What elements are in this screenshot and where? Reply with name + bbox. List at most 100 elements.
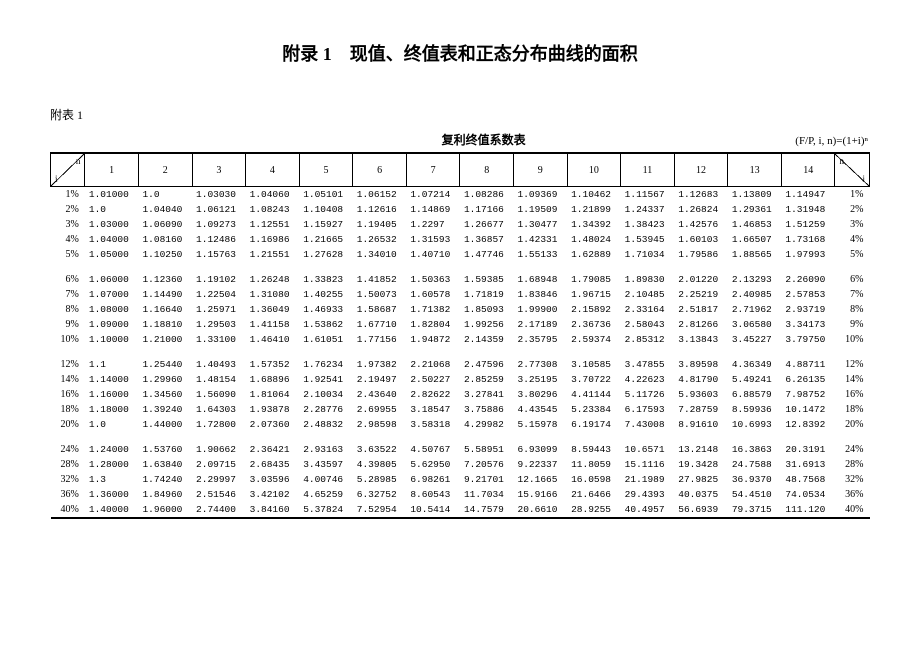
cell: 15.9166 <box>514 487 568 502</box>
cell: 2.82622 <box>406 387 460 402</box>
cell: 1.89830 <box>621 272 675 287</box>
cell: 1.53862 <box>299 317 353 332</box>
cell: 2.57853 <box>781 287 835 302</box>
cell: 4.50767 <box>406 442 460 457</box>
cell: 1.06121 <box>192 202 246 217</box>
cell: 2.14359 <box>460 332 514 347</box>
cell: 1.71819 <box>460 287 514 302</box>
cell: 1.38423 <box>621 217 675 232</box>
cell: 1.03000 <box>85 217 139 232</box>
cell: 111.120 <box>781 502 835 518</box>
cell: 6.17593 <box>621 402 675 417</box>
row-label: 3% <box>51 217 85 232</box>
cell: 2.01220 <box>674 272 728 287</box>
cell: 2.71962 <box>728 302 782 317</box>
row-label-right: 24% <box>835 442 870 457</box>
cell: 1.0 <box>138 187 192 203</box>
cell: 7.43008 <box>621 417 675 432</box>
cell: 1.16986 <box>246 232 300 247</box>
cell: 1.76234 <box>299 357 353 372</box>
table-row: 10%1.100001.210001.331001.464101.610511.… <box>51 332 870 347</box>
cell: 10.6571 <box>621 442 675 457</box>
cell: 1.26248 <box>246 272 300 287</box>
cell: 3.84160 <box>246 502 300 518</box>
cell: 2.17189 <box>514 317 568 332</box>
row-label: 14% <box>51 372 85 387</box>
row-label-right: 4% <box>835 232 870 247</box>
table-row: 12%1.11.254401.404931.573521.762341.9738… <box>51 357 870 372</box>
cell: 1.24337 <box>621 202 675 217</box>
row-label: 24% <box>51 442 85 457</box>
cell: 2.09715 <box>192 457 246 472</box>
cell: 4.29982 <box>460 417 514 432</box>
cell: 10.1472 <box>781 402 835 417</box>
cell: 1.68948 <box>514 272 568 287</box>
cell: 1.99900 <box>514 302 568 317</box>
cell: 1.33100 <box>192 332 246 347</box>
row-label-right: 28% <box>835 457 870 472</box>
row-label-right: 36% <box>835 487 870 502</box>
cell: 1.10462 <box>567 187 621 203</box>
cell: 1.08000 <box>85 302 139 317</box>
corner-header-right: ni <box>835 153 870 187</box>
cell: 1.60103 <box>674 232 728 247</box>
cell: 9.22337 <box>514 457 568 472</box>
cell: 1.81064 <box>246 387 300 402</box>
cell: 1.71382 <box>406 302 460 317</box>
cell: 3.10585 <box>567 357 621 372</box>
appendix-title: 附录 1 现值、终值表和正态分布曲线的面积 <box>50 40 870 66</box>
cell: 16.0598 <box>567 472 621 487</box>
cell: 3.27841 <box>460 387 514 402</box>
cell: 1.34560 <box>138 387 192 402</box>
row-label: 10% <box>51 332 85 347</box>
table-row: 36%1.360001.849602.515463.421024.652596.… <box>51 487 870 502</box>
cell: 1.97382 <box>353 357 407 372</box>
cell: 1.06152 <box>353 187 407 203</box>
cell: 5.28985 <box>353 472 407 487</box>
col-header: 12 <box>674 153 728 187</box>
cell: 1.19405 <box>353 217 407 232</box>
cell: 4.00746 <box>299 472 353 487</box>
cell: 2.93719 <box>781 302 835 317</box>
cell: 1.36049 <box>246 302 300 317</box>
cell: 1.10408 <box>299 202 353 217</box>
row-label: 32% <box>51 472 85 487</box>
cell: 20.6610 <box>514 502 568 518</box>
cell: 1.05000 <box>85 247 139 262</box>
col-header: 5 <box>299 153 353 187</box>
row-label: 18% <box>51 402 85 417</box>
cell: 11.7034 <box>460 487 514 502</box>
col-header: 3 <box>192 153 246 187</box>
cell: 10.5414 <box>406 502 460 518</box>
cell: 1.33823 <box>299 272 353 287</box>
cell: 1.71034 <box>621 247 675 262</box>
row-label: 8% <box>51 302 85 317</box>
cell: 1.74240 <box>138 472 192 487</box>
corner-header-left: ni <box>51 153 85 187</box>
cell: 1.27628 <box>299 247 353 262</box>
cell: 1.51259 <box>781 217 835 232</box>
cell: 1.15763 <box>192 247 246 262</box>
cell: 36.9370 <box>728 472 782 487</box>
row-label-right: 32% <box>835 472 870 487</box>
cell: 1.28000 <box>85 457 139 472</box>
row-label: 12% <box>51 357 85 372</box>
cell: 1.14947 <box>781 187 835 203</box>
cell: 9.21701 <box>460 472 514 487</box>
cell: 2.85259 <box>460 372 514 387</box>
cell: 1.19509 <box>514 202 568 217</box>
cell: 1.34392 <box>567 217 621 232</box>
cell: 3.75886 <box>460 402 514 417</box>
cell: 1.0 <box>85 417 139 432</box>
row-label-right: 20% <box>835 417 870 432</box>
cell: 16.3863 <box>728 442 782 457</box>
cell: 1.0 <box>85 202 139 217</box>
cell: 29.4393 <box>621 487 675 502</box>
cell: 2.29997 <box>192 472 246 487</box>
cell: 7.20576 <box>460 457 514 472</box>
cell: 1.21551 <box>246 247 300 262</box>
cell: 1.07214 <box>406 187 460 203</box>
cell: 5.49241 <box>728 372 782 387</box>
cell: 1.1 <box>85 357 139 372</box>
cell: 3.89598 <box>674 357 728 372</box>
